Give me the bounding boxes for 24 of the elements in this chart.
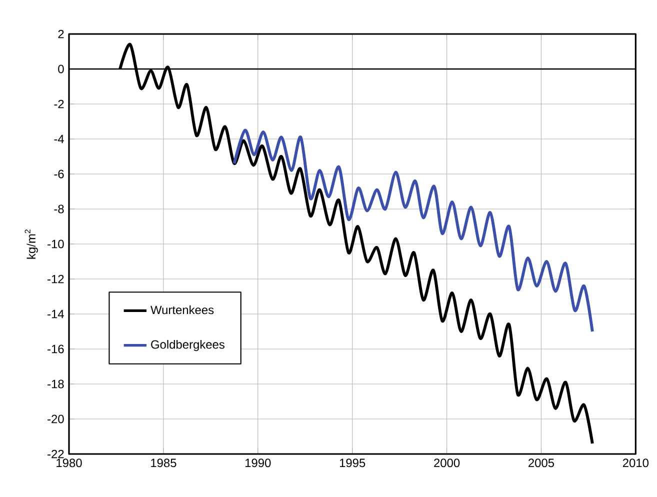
x-tick-label: 1995 <box>340 458 366 468</box>
x-tick-label: 2000 <box>434 458 460 468</box>
legend-label: Wurtenkees <box>150 305 214 314</box>
y-tick-label: -8 <box>54 204 64 214</box>
y-tick-label: -20 <box>48 414 64 424</box>
x-tick-label: 2010 <box>622 458 648 468</box>
y-tick-label: 0 <box>58 64 64 74</box>
x-tick-label: 1980 <box>56 458 82 468</box>
y-tick-label: -12 <box>48 274 64 284</box>
y-tick-label: -14 <box>48 310 64 318</box>
x-tick-label: 2005 <box>528 458 554 468</box>
line-series <box>232 128 594 333</box>
x-tick-label: 1990 <box>246 458 271 468</box>
y-axis-title: kg/m$^{2}$ <box>24 230 38 259</box>
x-tick-label: 1985 <box>151 458 176 468</box>
y-tick-label: -10 <box>48 240 64 248</box>
y-tick-label: -18 <box>48 380 64 388</box>
y-tick-label: -16 <box>48 344 64 354</box>
legend-label: Goldbergkees <box>151 340 224 352</box>
y-tick-label: -22 <box>48 450 64 458</box>
y-tick-label: -2 <box>54 100 64 108</box>
y-tick-label: -6 <box>54 170 64 178</box>
y-tick-label: -4 <box>54 134 64 144</box>
y-tick-label: 2 <box>58 30 64 38</box>
